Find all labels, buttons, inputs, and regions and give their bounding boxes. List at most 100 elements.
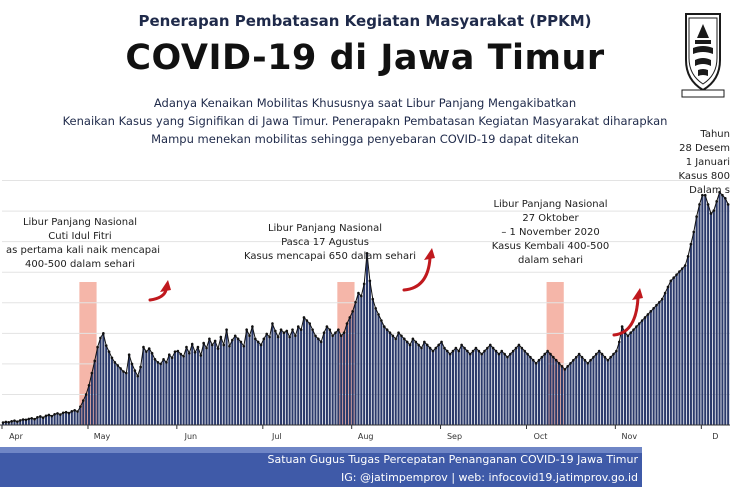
bar xyxy=(245,329,248,425)
bar xyxy=(517,344,520,425)
data-point xyxy=(658,300,661,304)
bar xyxy=(334,332,337,425)
data-point xyxy=(239,340,243,344)
data-point xyxy=(629,331,633,335)
data-point xyxy=(213,339,217,343)
data-point xyxy=(414,340,418,344)
bar xyxy=(366,253,369,425)
data-point xyxy=(574,355,578,359)
data-point xyxy=(73,409,76,412)
bar xyxy=(16,421,19,425)
data-point xyxy=(531,358,535,362)
data-point xyxy=(67,411,71,415)
data-point xyxy=(202,341,205,345)
bar xyxy=(22,419,25,425)
data-point xyxy=(612,352,615,356)
data-point xyxy=(44,414,48,418)
data-point xyxy=(543,352,547,356)
data-point xyxy=(127,353,131,357)
bar xyxy=(578,354,581,425)
bar xyxy=(635,326,638,425)
bar xyxy=(492,348,495,425)
data-point xyxy=(718,190,721,194)
bar xyxy=(219,337,222,425)
data-point xyxy=(302,316,306,319)
data-point xyxy=(577,352,581,356)
bar xyxy=(297,326,300,425)
data-point xyxy=(50,414,54,418)
bar xyxy=(457,351,460,425)
data-point xyxy=(179,352,183,356)
annotation-line: as pertama kali naik mencapai xyxy=(5,245,160,256)
data-point xyxy=(357,291,360,295)
data-point xyxy=(486,346,489,350)
bar xyxy=(500,351,503,425)
bar xyxy=(466,351,469,425)
data-point xyxy=(549,352,552,356)
data-point xyxy=(102,332,105,335)
bar xyxy=(526,354,529,425)
data-point xyxy=(348,316,352,319)
bar xyxy=(168,354,171,425)
bar xyxy=(50,416,53,425)
data-point xyxy=(150,351,154,355)
x-tick-label: Nov xyxy=(622,432,638,441)
data-point xyxy=(500,349,504,353)
data-point xyxy=(540,355,544,359)
bar xyxy=(239,341,242,425)
data-point xyxy=(259,343,263,347)
data-point xyxy=(351,310,355,313)
data-point xyxy=(443,346,446,350)
bar xyxy=(566,366,569,425)
data-point xyxy=(38,415,42,418)
data-point xyxy=(606,358,610,362)
bar xyxy=(374,308,377,425)
bar xyxy=(214,340,217,425)
data-point xyxy=(517,343,521,347)
bar xyxy=(262,338,265,425)
data-point xyxy=(712,209,716,212)
bar xyxy=(24,419,27,425)
data-point xyxy=(305,319,309,322)
bar xyxy=(159,363,162,425)
bar xyxy=(380,320,383,425)
data-point xyxy=(385,328,389,331)
bar xyxy=(704,195,707,425)
bar xyxy=(589,360,592,425)
data-point xyxy=(113,361,117,364)
bar xyxy=(130,363,134,425)
bar xyxy=(646,314,649,425)
data-point xyxy=(371,297,375,301)
bar xyxy=(340,335,343,425)
bar xyxy=(85,394,88,425)
data-point xyxy=(185,345,188,349)
bar xyxy=(128,354,131,425)
footer-org-name: Satuan Gugus Tugas Percepatan Penanganan… xyxy=(0,453,640,466)
trend-arrow xyxy=(612,296,640,337)
footer-accent xyxy=(0,447,642,453)
page-title: COVID-19 di Jawa Timur xyxy=(125,38,605,78)
bar xyxy=(503,354,506,425)
bar xyxy=(27,418,30,425)
bar-series xyxy=(2,192,730,425)
data-point xyxy=(251,325,254,328)
data-point xyxy=(669,279,673,283)
data-point xyxy=(188,351,191,355)
x-tick-label: Apr xyxy=(9,432,24,441)
bar xyxy=(512,351,515,425)
data-point xyxy=(294,334,297,338)
data-point xyxy=(721,193,724,197)
bar xyxy=(331,335,334,425)
bar xyxy=(47,414,50,425)
bar xyxy=(19,420,22,425)
annotation-line: – 1 November 2020 xyxy=(501,227,600,238)
data-point xyxy=(84,393,88,396)
data-point xyxy=(359,294,363,298)
data-point xyxy=(640,319,644,322)
bar xyxy=(463,348,466,425)
bar xyxy=(42,417,45,425)
data-point xyxy=(282,331,286,335)
bar xyxy=(199,355,202,425)
data-point xyxy=(546,349,549,353)
bar xyxy=(437,344,440,425)
